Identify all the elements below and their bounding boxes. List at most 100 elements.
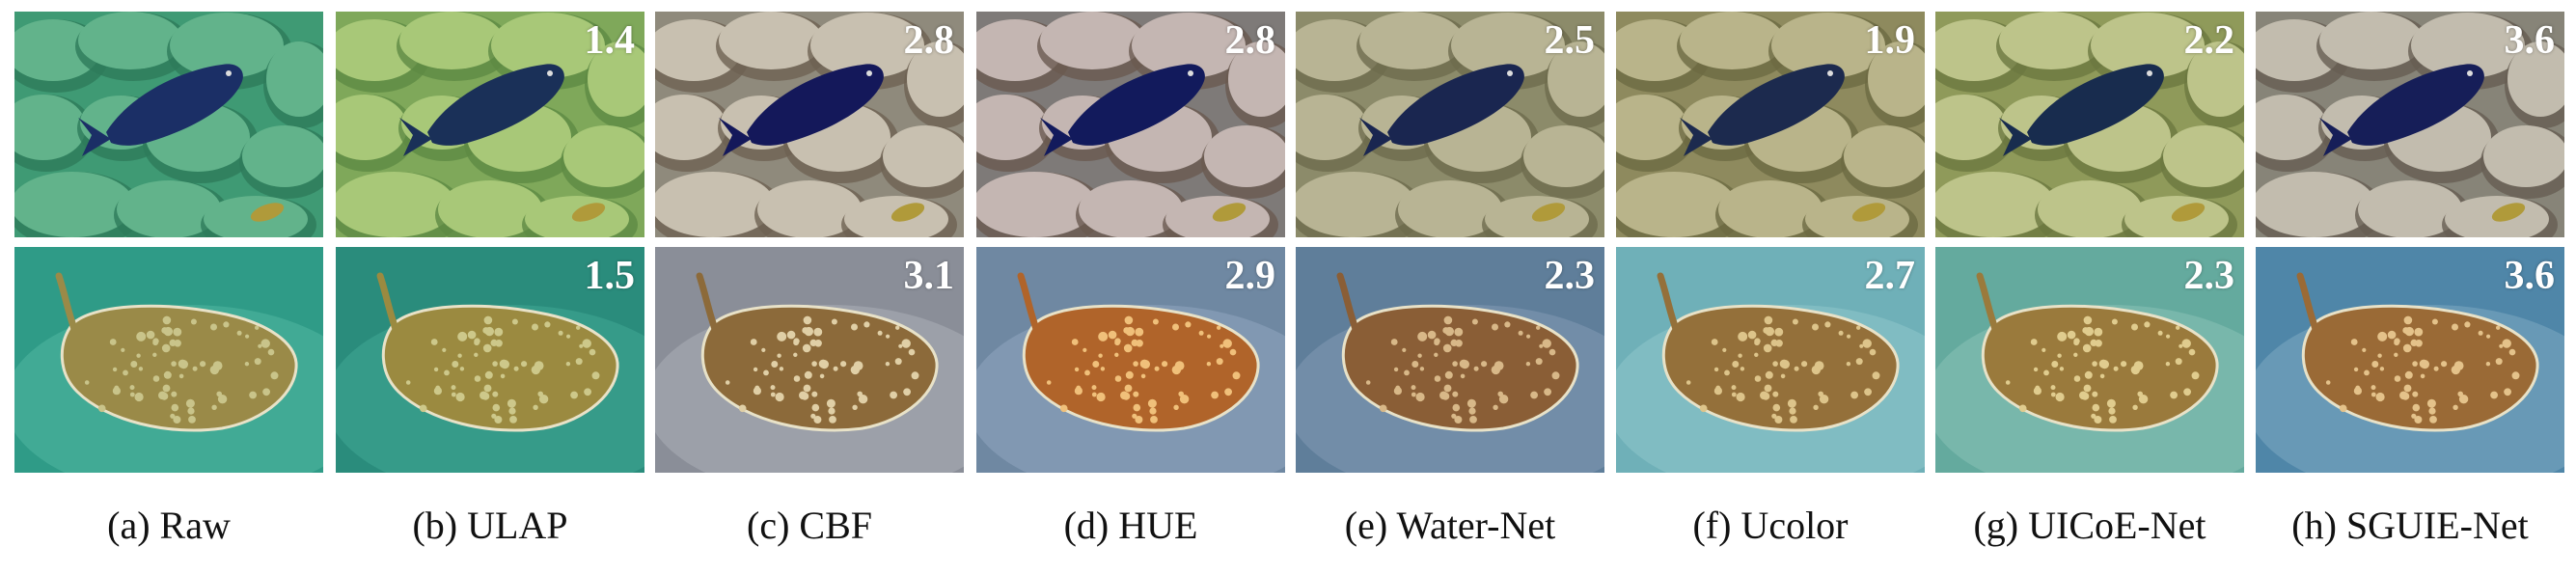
ray-spot [1135,416,1143,424]
ray-spot [1469,416,1477,424]
ray-spot [1074,367,1080,372]
ray-spot [482,343,492,353]
ray-spot [1754,375,1762,382]
score-label-bottom: 2.9 [1224,254,1276,298]
ray-spot [1147,398,1157,408]
ray-spot [2429,416,2437,424]
ray-spot [898,343,903,348]
rock [2091,13,2205,78]
ray-spot [2079,391,2088,400]
ray-spot [2379,367,2385,371]
ray-spot [584,388,591,396]
ray-spot [2433,366,2439,371]
ray-spot [1427,330,1437,340]
ray-spot [1536,325,1541,330]
small-fish [891,203,925,222]
rock [1451,13,1565,78]
ray-spot [2084,370,2093,379]
ray-spot [1114,375,1122,382]
ray-spot [433,367,439,372]
ray-spot [829,416,836,424]
ray-spot [1504,321,1511,328]
ray-image [1935,247,2244,473]
ray-spot [1850,391,1858,399]
method-caption: (d) HUE [1063,504,1198,547]
ray-spot [484,370,493,379]
score-label-bottom: 3.1 [903,254,955,298]
fish-tail [1999,118,2032,156]
ray-spot [1790,416,1797,424]
ray-spot [121,347,125,352]
ray-spot [1136,340,1143,347]
rock [2411,13,2525,78]
ray-spot [1869,348,1877,356]
ray-spot [908,348,916,356]
ray-spot [1439,391,1448,400]
ray-spot [2375,392,2385,402]
fish-image-tile: 2.8 [655,12,964,237]
rock [1296,95,1367,160]
ray-spot [2073,340,2079,346]
ray-image [976,247,1285,473]
ray-tail [376,272,399,333]
ray-spot [270,371,279,380]
ray-spot [810,413,816,419]
ray-spot [1415,392,1425,402]
score-label-bottom: 3.6 [2504,254,2556,298]
ray-spot [2170,391,2178,399]
rock [1616,172,1736,237]
ray-spot [254,358,261,366]
ray-spot [2364,369,2370,376]
fish-eye [226,70,232,76]
ray-spot [725,380,730,385]
ray-spot [2502,339,2511,348]
ray-spot [2059,367,2065,371]
ray-spot [1451,413,1457,419]
ray-spot [1046,380,1052,385]
ray-spot [130,361,138,368]
ray-spot [1091,385,1097,391]
ray-spot [1185,321,1192,328]
ray-spot [2165,362,2171,367]
ray-spot [1760,391,1768,400]
ray-spot [533,404,538,410]
method-caption: (b) ULAP [412,504,568,547]
ray-spot [158,391,167,400]
ray-spot [2091,413,2096,419]
ray-spot [2415,340,2423,347]
ray-spot [1787,398,1796,408]
fish-body [427,64,564,146]
ray-spot [455,392,465,402]
rock [1132,13,1246,78]
ray-spot [1530,391,1538,399]
ray-spot [2404,326,2414,337]
fish-image [1616,12,1925,237]
ray-spot [566,334,571,339]
ray-spot [793,340,799,346]
ray-spot [770,392,776,397]
ray-spot [1114,352,1119,357]
ray-spot [1754,340,1760,346]
ray-spot [444,369,450,376]
ray-spot [509,416,517,424]
ray-spot [249,391,257,399]
rock [117,180,221,237]
small-fish [571,203,606,222]
ray-spot [2179,343,2183,348]
ray-spot [813,416,822,424]
score-label-bottom: 2.3 [1544,254,1596,298]
fish-body [1708,64,1845,146]
ray-spot [1108,330,1117,340]
ray-spot [1772,403,1781,412]
ray-spot [260,339,270,348]
ray-spot [1772,391,1779,397]
ray-spot [1173,404,1179,410]
ray-spot [2138,395,2149,404]
ray-spot [886,334,891,339]
rock [1079,180,1183,237]
ray-spot [474,375,481,382]
ray-spot [804,370,812,379]
rock [336,95,407,160]
fish-image [336,12,644,237]
rock [78,12,182,69]
